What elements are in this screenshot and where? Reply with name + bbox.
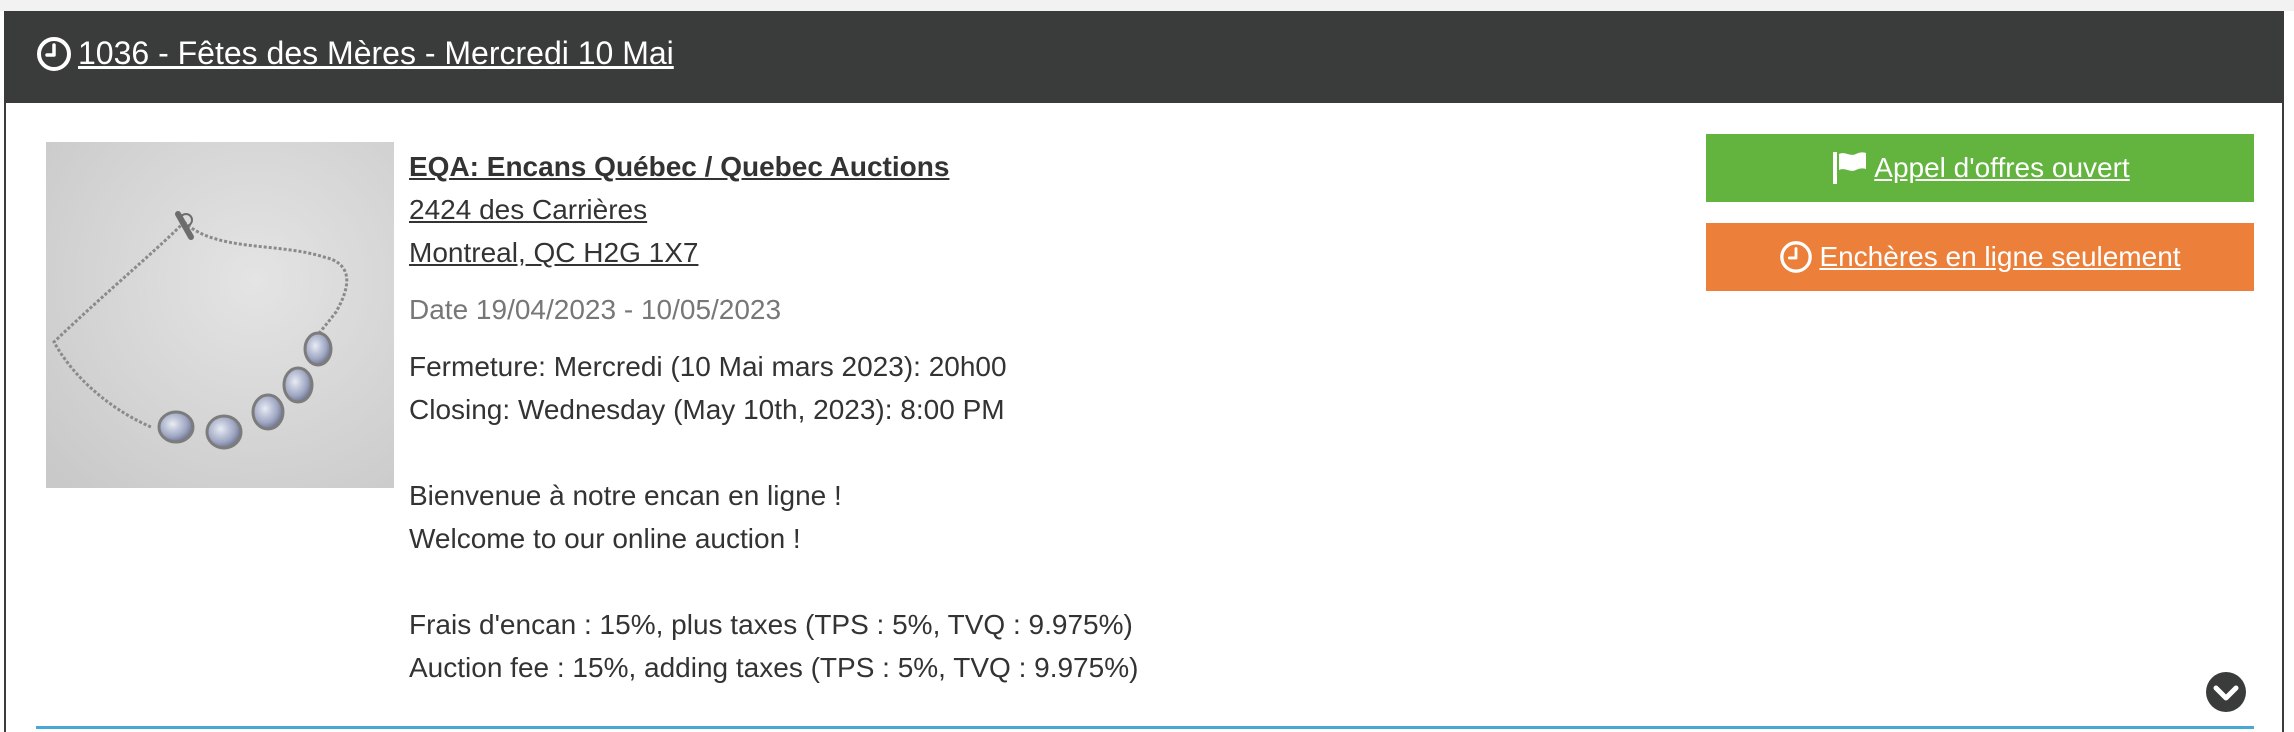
organization-link[interactable]: EQA: Encans Québec / Quebec Auctions bbox=[409, 151, 950, 182]
open-tender-button[interactable]: Appel d'offres ouvert bbox=[1706, 134, 2254, 202]
welcome-en: Welcome to our online auction ! bbox=[409, 523, 801, 554]
auction-info: EQA: Encans Québec / Quebec Auctions 242… bbox=[409, 145, 1659, 689]
top-strip bbox=[0, 0, 2294, 11]
address-line-2[interactable]: Montreal, QC H2G 1X7 bbox=[409, 237, 699, 268]
auction-thumbnail[interactable] bbox=[46, 142, 394, 488]
auction-date: Date 19/04/2023 - 10/05/2023 bbox=[409, 294, 782, 325]
clock-icon bbox=[1780, 241, 1813, 273]
clock-icon bbox=[37, 36, 71, 71]
fee-en: Auction fee : 15%, adding taxes (TPS : 5… bbox=[409, 652, 1139, 683]
chevron-down-icon[interactable] bbox=[2205, 671, 2247, 713]
auction-panel: 1036 - Fêtes des Mères - Mercredi 10 Mai bbox=[4, 11, 2284, 732]
open-tender-label: Appel d'offres ouvert bbox=[1874, 152, 2130, 183]
closing-en: Closing: Wednesday (May 10th, 2023): 8:0… bbox=[409, 394, 1005, 425]
section-divider bbox=[36, 726, 2254, 729]
closing-fr: Fermeture: Mercredi (10 Mai mars 2023): … bbox=[409, 351, 1007, 382]
fee-fr: Frais d'encan : 15%, plus taxes (TPS : 5… bbox=[409, 609, 1133, 640]
auction-title: 1036 - Fêtes des Mères - Mercredi 10 Mai bbox=[78, 35, 674, 71]
flag-icon bbox=[1833, 152, 1867, 184]
address-line-1[interactable]: 2424 des Carrières bbox=[409, 194, 648, 225]
auction-header: 1036 - Fêtes des Mères - Mercredi 10 Mai bbox=[6, 11, 2282, 103]
online-only-button[interactable]: Enchères en ligne seulement bbox=[1706, 223, 2254, 291]
auction-title-link[interactable]: 1036 - Fêtes des Mères - Mercredi 10 Mai bbox=[36, 35, 674, 72]
online-only-label: Enchères en ligne seulement bbox=[1819, 241, 2181, 272]
bracelet-image bbox=[46, 142, 394, 488]
welcome-fr: Bienvenue à notre encan en ligne ! bbox=[409, 480, 842, 511]
